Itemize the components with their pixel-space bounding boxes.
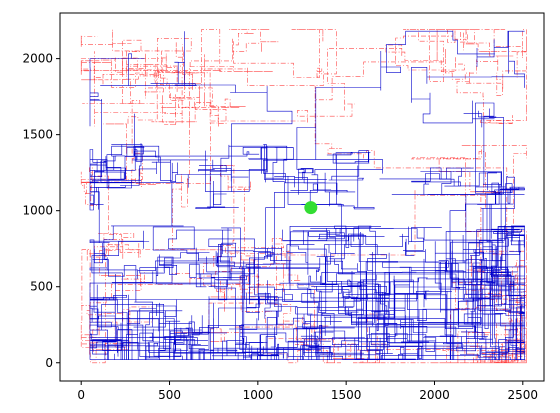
y-tick-label: 1500 (22, 128, 53, 142)
x-tick-label: 2500 (508, 388, 539, 402)
axes: 0 500 1000 1500 2000 2500 0 500 1000 1500 2000 (22, 52, 538, 402)
x-tick-label: 500 (158, 388, 181, 402)
marker-point (304, 201, 318, 215)
y-tick-label: 500 (30, 280, 53, 294)
x-tick-label: 1500 (331, 388, 362, 402)
y-tick-label: 2000 (22, 52, 53, 66)
plot-area (80, 29, 527, 364)
y-tick-label: 1000 (22, 204, 53, 218)
x-tick-label: 2000 (419, 388, 450, 402)
y-tick-label: 0 (45, 356, 53, 370)
series-blue-line (89, 30, 525, 360)
x-tick-label: 0 (77, 388, 85, 402)
x-tick-label: 1000 (243, 388, 274, 402)
plot-frame (59, 12, 545, 382)
